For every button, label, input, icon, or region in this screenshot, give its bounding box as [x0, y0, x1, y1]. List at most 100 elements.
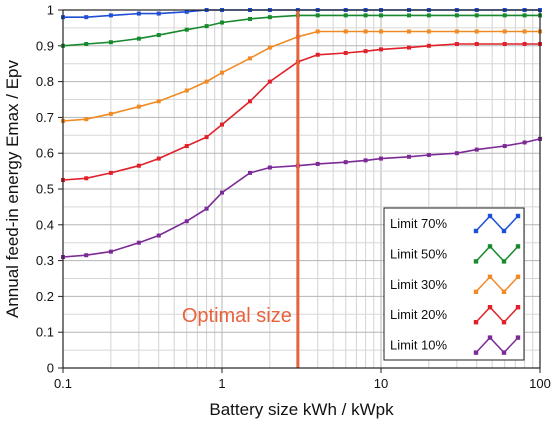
data-point: [454, 42, 459, 47]
legend-swatch-line: [475, 306, 519, 324]
data-point: [315, 161, 320, 166]
data-point: [184, 219, 189, 224]
data-point: [247, 16, 252, 21]
data-point: [267, 45, 272, 50]
data-point: [343, 50, 348, 55]
series-line: [62, 43, 540, 181]
data-point: [247, 56, 252, 61]
series-line: [62, 14, 540, 47]
data-point: [84, 117, 89, 122]
x-tick-label: 1: [218, 376, 225, 391]
data-point: [184, 144, 189, 149]
data-point: [379, 13, 383, 18]
legend-swatch-marker: [487, 335, 493, 340]
data-point: [522, 13, 527, 18]
data-point: [522, 29, 527, 34]
data-point: [454, 151, 459, 156]
data-point: [343, 13, 348, 18]
data-point: [363, 13, 368, 18]
data-point: [84, 42, 89, 47]
data-point: [220, 122, 224, 127]
data-point: [204, 24, 209, 29]
legend-swatch-marker: [515, 335, 521, 340]
data-point: [426, 43, 431, 48]
legend-label: Limit 30%: [390, 277, 448, 292]
data-point: [474, 42, 479, 47]
data-point: [406, 29, 411, 34]
legend-swatch-marker: [515, 305, 521, 310]
y-tick-label: 0.9: [36, 38, 54, 53]
y-tick-label: 0.5: [36, 182, 54, 197]
data-point: [363, 29, 368, 34]
x-tick-label: 10: [374, 376, 388, 391]
y-tick-label: 0.2: [36, 289, 54, 304]
legend-swatch-marker: [487, 274, 493, 279]
data-point: [204, 79, 209, 84]
data-point: [204, 206, 209, 211]
data-point: [136, 11, 141, 16]
data-point: [184, 88, 189, 93]
y-tick-label: 0.6: [36, 146, 54, 161]
data-point: [426, 29, 431, 34]
legend-label: Limit 20%: [390, 307, 448, 322]
legend-swatch-marker: [487, 244, 493, 249]
legend-box: [383, 207, 525, 361]
data-point: [454, 29, 459, 34]
y-tick-label: 0.8: [36, 74, 54, 89]
legend-swatch-line: [475, 214, 519, 233]
data-point: [247, 99, 252, 104]
data-point: [267, 79, 272, 84]
legend-swatch-line: [475, 245, 519, 263]
legend-swatch-marker: [501, 228, 507, 234]
data-point: [156, 11, 161, 16]
data-point: [220, 70, 224, 75]
y-tick-label: 0.1: [36, 325, 54, 340]
series-line: [62, 138, 541, 258]
data-point: [108, 40, 113, 45]
legend-swatch-marker: [515, 213, 521, 219]
data-point: [136, 104, 141, 109]
data-point: [315, 29, 320, 34]
data-point: [502, 42, 507, 47]
data-point: [156, 156, 161, 161]
data-point: [204, 135, 209, 140]
data-point: [108, 249, 113, 254]
data-point: [454, 13, 459, 18]
annotation-optimal-size: Optimal size: [182, 305, 292, 327]
x-tick-label: 0.1: [54, 376, 72, 391]
data-point: [156, 99, 161, 104]
data-point: [156, 233, 161, 238]
legend-swatch-marker: [473, 259, 479, 264]
series-5: [61, 136, 542, 260]
legend-label: Limit 50%: [390, 246, 448, 261]
data-point: [247, 170, 252, 175]
data-point: [426, 13, 431, 18]
data-point: [267, 15, 272, 20]
data-point: [156, 33, 161, 38]
data-point: [343, 29, 348, 34]
data-point: [108, 111, 113, 116]
x-tick-label: 100: [529, 376, 551, 391]
series-line: [62, 30, 540, 122]
data-point: [522, 140, 527, 145]
data-point: [474, 29, 479, 34]
data-point: [379, 29, 383, 34]
legend-swatch-marker: [473, 320, 479, 325]
data-point: [108, 170, 113, 175]
data-point: [267, 165, 272, 170]
y-tick-label: 1: [47, 3, 54, 18]
legend-label: Limit 10%: [390, 338, 448, 353]
legend-swatch-marker: [473, 289, 479, 294]
legend: Limit 70% Limit 50% Limit 30% Limit 20% Limi…: [383, 207, 525, 361]
legend-label: Limit 70%: [390, 216, 448, 231]
data-point: [184, 9, 189, 14]
data-point: [184, 27, 189, 32]
data-point: [379, 156, 383, 161]
data-point: [84, 176, 89, 181]
data-point: [136, 240, 141, 245]
y-tick-label: 0.7: [36, 110, 54, 125]
data-point: [136, 163, 141, 168]
legend-swatch-marker: [473, 228, 479, 234]
y-tick-label: 0.4: [36, 217, 54, 232]
